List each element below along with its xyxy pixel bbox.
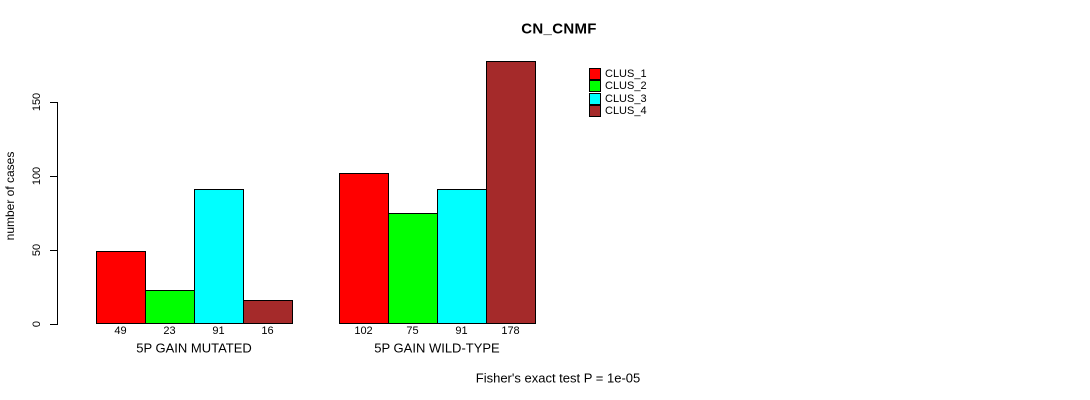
bar-value-label: 23 xyxy=(163,325,176,337)
y-axis-tick-label: 50 xyxy=(31,243,43,257)
legend-swatch xyxy=(589,105,601,118)
bar-value-label: 91 xyxy=(212,325,225,337)
legend-label: CLUS_2 xyxy=(605,80,647,93)
bar-clus_1-group2 xyxy=(339,173,389,324)
bar-clus_2-group1 xyxy=(145,289,195,324)
bar-value-label: 16 xyxy=(261,325,274,337)
y-axis-label: number of cases xyxy=(3,151,17,241)
y-axis-tick xyxy=(50,176,57,177)
bar-value-label: 49 xyxy=(114,325,127,337)
y-axis-tick-label: 150 xyxy=(31,92,43,112)
y-axis-tick xyxy=(50,324,57,325)
group-label: 5P GAIN MUTATED xyxy=(136,340,252,356)
bar-clus_2-group2 xyxy=(388,213,438,324)
legend-label: CLUS_3 xyxy=(605,92,647,105)
bar-clus_4-group1 xyxy=(243,300,293,324)
y-axis-tick-label: 0 xyxy=(31,320,43,328)
chart-title: CN_CNMF xyxy=(521,20,597,38)
y-axis-tick xyxy=(50,250,57,251)
bar-clus_3-group1 xyxy=(194,189,244,324)
legend-swatch xyxy=(589,68,601,80)
legend-item-clus_4: CLUS_4 xyxy=(589,105,647,118)
legend-item-clus_1: CLUS_1 xyxy=(589,68,647,80)
y-axis-tick-label: 100 xyxy=(31,166,43,186)
legend-label: CLUS_1 xyxy=(605,68,647,80)
legend-swatch xyxy=(589,92,601,105)
bar-value-label: 91 xyxy=(455,325,468,337)
bar-value-label: 75 xyxy=(406,325,419,337)
bar-clus_3-group2 xyxy=(437,189,487,324)
y-axis-line xyxy=(57,102,58,325)
legend-swatch xyxy=(589,80,601,93)
group-label: 5P GAIN WILD-TYPE xyxy=(374,340,500,356)
footer-note: Fisher's exact test P = 1e-05 xyxy=(475,370,641,386)
bar-clus_1-group1 xyxy=(96,251,146,324)
y-axis-tick xyxy=(50,102,57,103)
legend-item-clus_2: CLUS_2 xyxy=(589,80,647,93)
legend-item-clus_3: CLUS_3 xyxy=(589,92,647,105)
legend-label: CLUS_4 xyxy=(605,105,647,118)
bar-clus_4-group2 xyxy=(486,60,536,324)
bar-value-label: 102 xyxy=(354,325,373,337)
bar-value-label: 178 xyxy=(501,325,520,337)
